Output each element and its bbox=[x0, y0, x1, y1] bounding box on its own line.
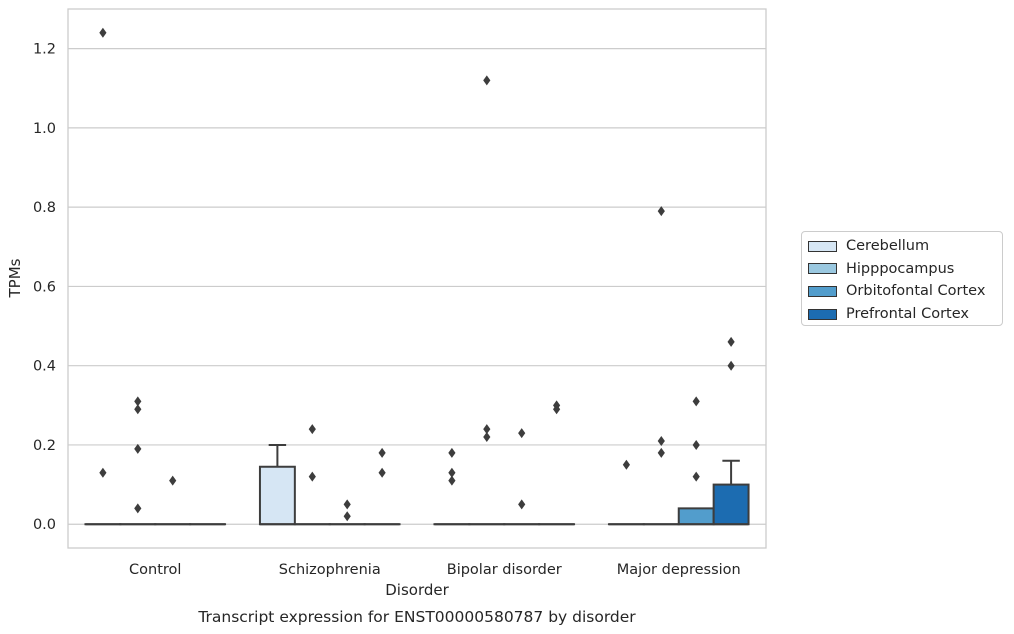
legend-swatch bbox=[808, 308, 837, 320]
y-tick-labels: 0.0 0.2 0.4 0.6 0.8 1.0 1.2 bbox=[33, 42, 56, 534]
y-tick-label: 0.4 bbox=[33, 359, 56, 375]
box-orbitofontal-cortex bbox=[328, 499, 366, 526]
outlier-point bbox=[518, 428, 526, 439]
outlier-point bbox=[483, 75, 491, 86]
outlier-point bbox=[657, 435, 665, 446]
outlier-point bbox=[448, 475, 456, 486]
chart-marks bbox=[84, 27, 750, 526]
box-prefrontal-cortex bbox=[363, 447, 401, 526]
box-prefrontal-cortex bbox=[538, 400, 576, 526]
legend-item: Orbitofontal Cortex bbox=[808, 280, 1002, 303]
outlier-point bbox=[343, 511, 351, 522]
y-tick-label: 0.8 bbox=[33, 200, 56, 216]
y-tick-label: 0.6 bbox=[33, 279, 56, 295]
x-axis-label: Disorder bbox=[385, 581, 449, 599]
legend-label: Orbitofontal Cortex bbox=[846, 283, 986, 300]
box bbox=[258, 465, 296, 526]
outlier-point bbox=[169, 475, 177, 486]
outlier-point bbox=[727, 360, 735, 371]
box-hipppocampus bbox=[119, 396, 157, 526]
box-cerebellum bbox=[607, 459, 645, 526]
legend-label: Prefrontal Cortex bbox=[846, 306, 969, 323]
outlier-point bbox=[134, 503, 142, 514]
grid-lines bbox=[68, 48, 766, 525]
x-tick-labels: Control Schizophrenia Bipolar disorder Majo… bbox=[129, 562, 741, 578]
outlier-point bbox=[99, 467, 107, 478]
legend-swatch bbox=[808, 263, 837, 275]
box-cerebellum bbox=[84, 27, 122, 526]
outlier-point bbox=[483, 432, 491, 443]
box bbox=[677, 507, 715, 526]
legend-item: Prefrontal Cortex bbox=[808, 303, 1002, 326]
outlier-point bbox=[308, 471, 316, 482]
legend-label: Hipppocampus bbox=[846, 260, 955, 277]
legend-label: Cerebellum bbox=[846, 238, 930, 255]
x-tick-label: Bipolar disorder bbox=[447, 562, 562, 578]
box-cerebellum bbox=[433, 447, 471, 526]
chart-title: Transcript expression for ENST0000058078… bbox=[197, 608, 636, 626]
legend-swatch bbox=[808, 285, 837, 297]
outlier-point bbox=[378, 447, 386, 458]
y-tick-label: 1.2 bbox=[33, 42, 56, 58]
box-hipppocampus bbox=[293, 424, 331, 526]
box-prefrontal-cortex bbox=[712, 336, 750, 526]
outlier-point bbox=[518, 499, 526, 510]
legend-swatch bbox=[808, 240, 837, 252]
outlier-point bbox=[448, 467, 456, 478]
outlier-point bbox=[692, 439, 700, 450]
y-tick-label: 1.0 bbox=[33, 121, 56, 137]
x-tick-label: Major depression bbox=[617, 562, 741, 578]
plot-frame bbox=[67, 8, 767, 549]
outlier-point bbox=[308, 424, 316, 435]
x-tick-label: Schizophrenia bbox=[279, 562, 381, 578]
outlier-point bbox=[134, 396, 142, 407]
box-hipppocampus bbox=[468, 75, 506, 526]
box-cerebellum bbox=[258, 443, 296, 526]
outlier-point bbox=[343, 499, 351, 510]
outlier-point bbox=[134, 404, 142, 415]
box bbox=[712, 483, 750, 526]
outlier-point bbox=[657, 206, 665, 217]
box-orbitofontal-cortex bbox=[503, 428, 541, 526]
outlier-point bbox=[622, 459, 630, 470]
outlier-point bbox=[657, 447, 665, 458]
y-axis-label: TPMs bbox=[6, 258, 24, 298]
outlier-point bbox=[553, 404, 561, 415]
outlier-point bbox=[99, 27, 107, 38]
box-orbitofontal-cortex bbox=[677, 396, 715, 526]
outlier-point bbox=[134, 443, 142, 454]
box-orbitofontal-cortex bbox=[154, 475, 192, 526]
x-tick-label: Control bbox=[129, 562, 181, 578]
legend: Cerebellum Hipppocampus Orbitofontal Corte… bbox=[801, 231, 1003, 326]
outlier-point bbox=[448, 447, 456, 458]
outlier-point bbox=[727, 336, 735, 347]
outlier-point bbox=[692, 396, 700, 407]
y-tick-label: 0.0 bbox=[33, 517, 56, 533]
outlier-point bbox=[378, 467, 386, 478]
outlier-point bbox=[692, 471, 700, 482]
outlier-point bbox=[483, 424, 491, 435]
legend-item: Cerebellum bbox=[808, 235, 1002, 258]
y-tick-label: 0.2 bbox=[33, 438, 56, 454]
legend-item: Hipppocampus bbox=[808, 258, 1002, 281]
